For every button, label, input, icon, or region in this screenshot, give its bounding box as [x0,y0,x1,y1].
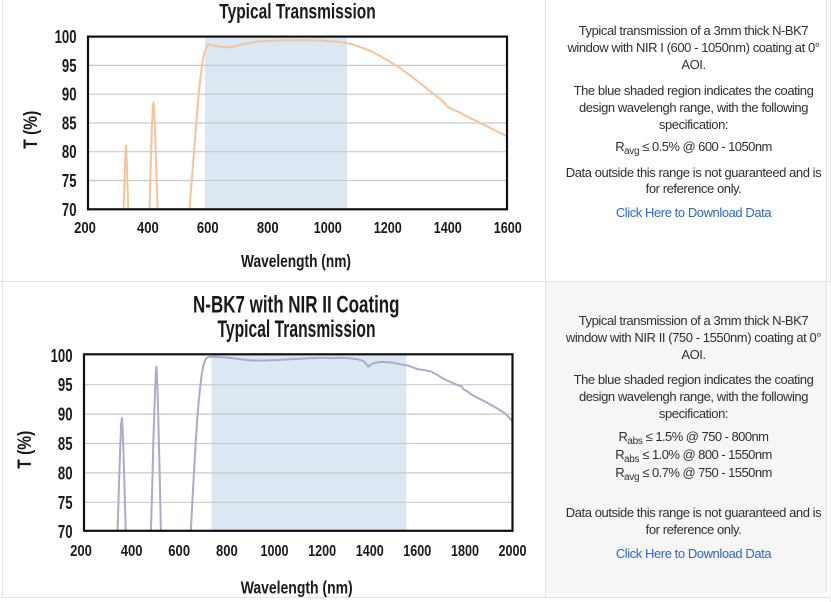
svg-text:400: 400 [121,543,143,560]
svg-text:Typical Transmission: Typical Transmission [218,316,376,343]
svg-text:70: 70 [62,200,77,220]
svg-text:95: 95 [58,375,73,395]
svg-text:90: 90 [62,85,77,105]
svg-text:85: 85 [62,114,77,134]
svg-text:2000: 2000 [499,543,527,560]
svg-text:100: 100 [55,27,77,47]
svg-text:600: 600 [197,220,219,237]
svg-text:100: 100 [51,346,73,366]
svg-text:Typical Transmission: Typical Transmission [219,0,375,24]
svg-text:1000: 1000 [314,220,342,237]
svg-text:1400: 1400 [434,220,462,237]
svg-text:1600: 1600 [494,220,522,237]
svg-text:T (%): T (%) [20,111,42,149]
svg-text:75: 75 [62,171,77,191]
svg-text:80: 80 [58,463,73,483]
svg-text:70: 70 [58,522,73,542]
svg-text:80: 80 [62,142,77,162]
svg-text:1200: 1200 [374,220,402,237]
svg-text:600: 600 [168,543,190,560]
svg-text:400: 400 [137,220,159,237]
svg-text:1400: 1400 [356,543,384,560]
svg-text:800: 800 [216,543,238,560]
svg-text:800: 800 [257,220,279,237]
svg-text:1600: 1600 [403,543,431,560]
svg-text:200: 200 [70,543,92,560]
svg-text:1200: 1200 [308,543,336,560]
svg-text:75: 75 [58,493,73,513]
svg-text:95: 95 [62,56,77,76]
svg-text:Wavelength (nm): Wavelength (nm) [241,251,351,271]
svg-text:85: 85 [58,434,73,454]
svg-text:N-BK7 with NIR II Coating: N-BK7 with NIR II Coating [193,292,400,319]
svg-text:Wavelength (nm): Wavelength (nm) [241,578,353,598]
svg-text:1800: 1800 [451,543,479,560]
svg-text:T (%): T (%) [14,431,36,469]
svg-text:200: 200 [74,220,96,237]
svg-text:90: 90 [58,405,73,425]
svg-text:1000: 1000 [261,543,289,560]
